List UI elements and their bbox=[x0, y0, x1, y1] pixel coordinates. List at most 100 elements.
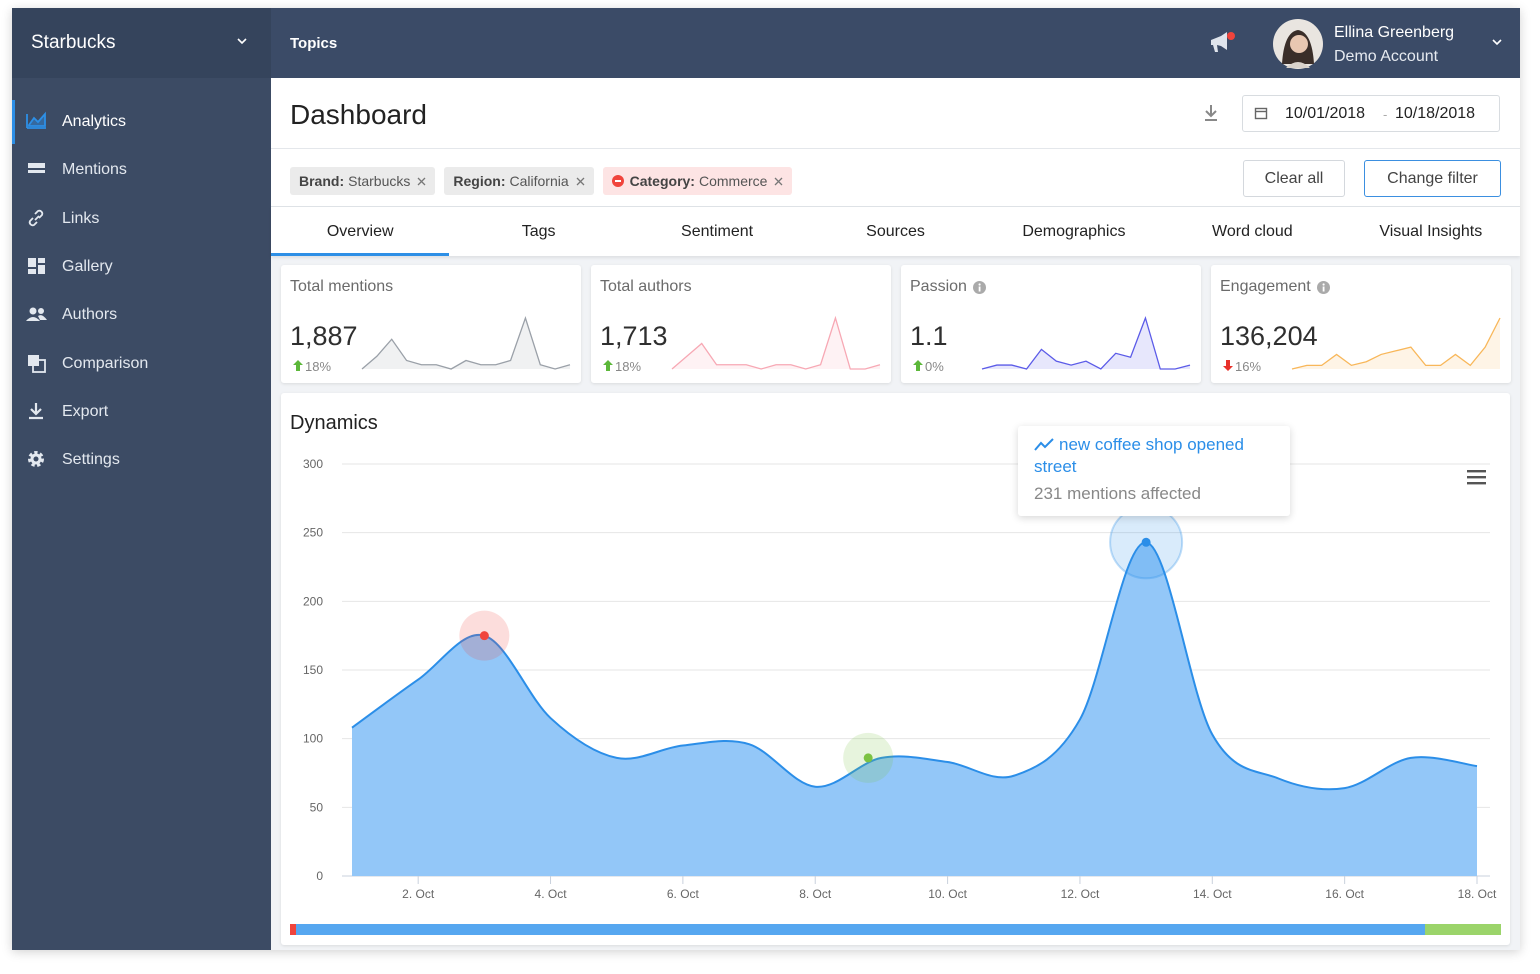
y-tick-label: 150 bbox=[303, 663, 323, 677]
icon-part bbox=[38, 264, 45, 274]
menu-icon bbox=[28, 163, 45, 174]
filter-key: Region: bbox=[453, 173, 506, 189]
download-icon[interactable] bbox=[1203, 104, 1219, 122]
icon-part bbox=[28, 209, 44, 226]
annotation-tooltip: new coffee shop opened street 231 mentio… bbox=[1018, 426, 1290, 516]
x-tick-label: 12. Oct bbox=[1061, 887, 1100, 901]
area-fill bbox=[352, 542, 1477, 876]
menu-item[interactable]: Authors bbox=[12, 293, 271, 337]
menu-label: Links bbox=[62, 209, 100, 227]
menu-item[interactable]: Analytics bbox=[12, 100, 271, 144]
sparkline bbox=[361, 315, 571, 370]
menu-item[interactable]: Links bbox=[12, 197, 271, 241]
icon-part bbox=[28, 170, 45, 174]
page-header: Dashboard 10/01/2018 - 10/18/2018 bbox=[271, 78, 1520, 149]
menu-label: Comparison bbox=[62, 354, 149, 372]
y-tick-label: 250 bbox=[303, 526, 323, 540]
icon-part bbox=[29, 307, 37, 315]
card-value: 1.1 bbox=[910, 321, 948, 351]
chevron bbox=[237, 38, 247, 45]
chevron[interactable] bbox=[1492, 39, 1502, 47]
clear-all-button[interactable]: Clear all bbox=[1243, 160, 1345, 197]
icon-part bbox=[28, 163, 45, 169]
menu-item[interactable]: Export bbox=[12, 390, 271, 434]
tab[interactable]: Sentiment bbox=[681, 222, 754, 240]
avatar[interactable] bbox=[1272, 18, 1324, 70]
icon-part bbox=[1223, 360, 1233, 371]
event-marker[interactable] bbox=[843, 732, 894, 783]
kpi-card: Total authors 1,713 18% bbox=[591, 265, 891, 383]
area-line bbox=[351, 541, 1478, 791]
card-change: 18% bbox=[615, 359, 642, 374]
notifications-icon[interactable] bbox=[1207, 30, 1237, 56]
card-title-row: Passion bbox=[910, 278, 986, 296]
card-change: 0% bbox=[925, 359, 944, 374]
menu-item[interactable]: Gallery bbox=[12, 245, 271, 289]
filter-chip[interactable]: Region: California bbox=[444, 167, 594, 195]
filter-value: California bbox=[509, 173, 569, 189]
chart: Dynamics 0 50 100 150 200 250 300 2. Oct 4. Oct 6… bbox=[290, 412, 1501, 935]
filter-chip[interactable]: Category: Commerce bbox=[602, 167, 793, 195]
icon-part bbox=[29, 402, 43, 419]
navigator-end bbox=[1425, 924, 1501, 935]
annotation-title: new coffee shop opened street bbox=[1034, 435, 1244, 476]
sparkline-area bbox=[672, 318, 880, 369]
icon-part bbox=[1322, 282, 1325, 286]
menu-label: Mentions bbox=[62, 161, 127, 179]
menu-item[interactable]: Settings bbox=[12, 438, 271, 482]
menu-label: Settings bbox=[62, 451, 120, 469]
tab[interactable]: Sources bbox=[866, 222, 925, 240]
icon-part bbox=[26, 111, 46, 129]
menu-label: Export bbox=[62, 402, 109, 420]
chart-menu[interactable] bbox=[1467, 470, 1486, 485]
icon-part bbox=[33, 456, 39, 462]
sparkline bbox=[981, 315, 1191, 370]
date-range[interactable]: 10/01/2018 - 10/18/2018 bbox=[1242, 95, 1500, 132]
chart-title: Dynamics bbox=[290, 412, 378, 434]
filter-bar: Brand: Starbucks Region: California Category… bbox=[271, 149, 1520, 207]
sparkline bbox=[671, 315, 881, 370]
kpi-card: Passion 1.1 0% bbox=[901, 265, 1201, 383]
icon-part bbox=[26, 315, 47, 322]
section-title: Topics bbox=[290, 35, 338, 52]
icon-part bbox=[1322, 286, 1325, 291]
card-title: Total authors bbox=[600, 278, 692, 295]
app: Starbucks Analytics Mentions Links Gallery A… bbox=[12, 8, 1520, 950]
x-tick-label: 6. Oct bbox=[667, 887, 700, 901]
menu-item[interactable]: Comparison bbox=[12, 342, 271, 386]
tab[interactable]: Word cloud bbox=[1212, 222, 1293, 240]
event-marker[interactable] bbox=[1109, 505, 1184, 580]
filter-key: Category: bbox=[629, 173, 695, 189]
menu-icon bbox=[28, 257, 45, 274]
info-icon[interactable] bbox=[1316, 280, 1330, 294]
tab[interactable]: Visual Insights bbox=[1379, 222, 1483, 240]
menu-icon bbox=[29, 402, 43, 419]
tab[interactable]: Demographics bbox=[1022, 222, 1126, 240]
exclude-icon bbox=[611, 175, 624, 187]
y-tick-label: 300 bbox=[303, 457, 323, 471]
marker-dot bbox=[863, 753, 873, 763]
remove-icon[interactable] bbox=[774, 177, 783, 186]
remove-icon[interactable] bbox=[576, 177, 585, 186]
icon-part bbox=[913, 360, 923, 371]
brand-selector[interactable]: Starbucks bbox=[12, 8, 271, 78]
filter-value: Commerce bbox=[698, 173, 768, 189]
x-tick-label: 4. Oct bbox=[535, 887, 568, 901]
remove-icon[interactable] bbox=[417, 177, 426, 186]
change-filter-button[interactable]: Change filter bbox=[1364, 160, 1501, 197]
menu-item[interactable]: Mentions bbox=[12, 148, 271, 192]
change-arrow bbox=[293, 360, 303, 371]
tabs: Overview Tags Sentiment Sources Demographics… bbox=[271, 207, 1520, 256]
filter-chip[interactable]: Brand: Starbucks bbox=[290, 167, 436, 195]
event-marker[interactable] bbox=[459, 610, 510, 661]
tab[interactable]: Tags bbox=[521, 222, 556, 240]
icon-part bbox=[978, 286, 981, 291]
brand-name: Starbucks bbox=[31, 32, 116, 53]
info-icon[interactable] bbox=[972, 280, 986, 294]
icon-part bbox=[28, 268, 36, 274]
x-tick-label: 18. Oct bbox=[1458, 887, 1497, 901]
filter-value: Starbucks bbox=[348, 173, 411, 189]
tab[interactable]: Overview bbox=[271, 207, 450, 256]
user-name: Ellina Greenberg bbox=[1334, 24, 1455, 41]
navigator[interactable] bbox=[290, 924, 1501, 935]
